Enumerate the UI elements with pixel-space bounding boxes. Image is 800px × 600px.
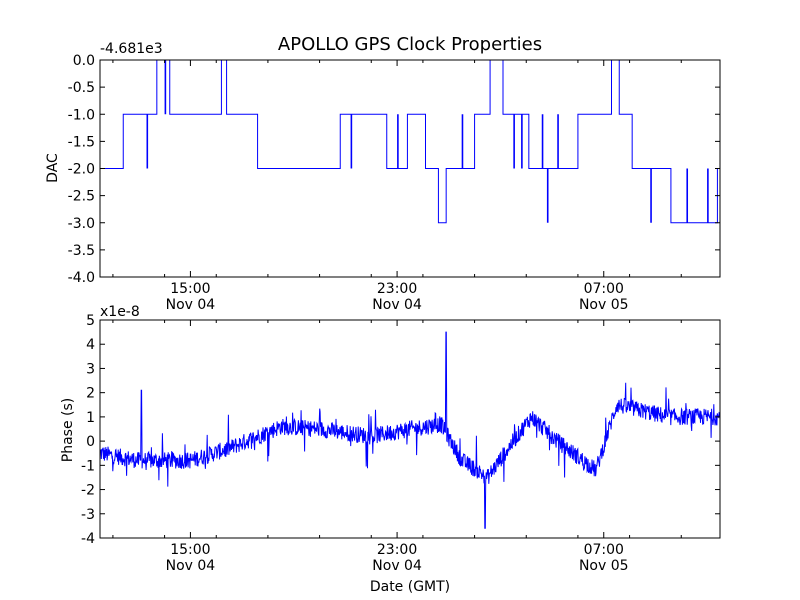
phase-plot-frame [99,319,721,539]
dac-y-axis-label: DAC [45,153,61,183]
y-tick-label: -4.0 [68,270,95,286]
dac-toggle [686,168,689,223]
x-tick-time-label: 07:00 [584,281,624,297]
x-tick-time-label: 07:00 [584,542,624,558]
x-tick-date-label: Nov 05 [579,297,629,313]
y-tick-label: -3.0 [68,216,95,232]
x-tick-date-label: Nov 04 [166,558,216,574]
dac-offset-label: -4.681e3 [100,41,163,57]
dac-toggle [164,60,167,115]
y-tick-label: -2.0 [68,162,95,178]
dac-plot-frame [99,59,721,278]
phase-x-axis-label: Date (GMT) [370,579,450,595]
dac-series [100,60,720,224]
dac-ticks: 0.0 -0.5 -1.0 -1.5 -2.0 -2.5 -3.0 -3.5 -4.0 15:00… [68,53,720,313]
x-tick-time-label: 23:00 [377,281,417,297]
phase-offset-label: x1e-8 [100,304,140,320]
dac-toggle [707,168,709,223]
dac-toggle [541,114,544,169]
y-tick-label: -1 [81,458,95,474]
dac-panel: APOLLO GPS Clock Properties -4.681e3 DAC… [45,34,721,313]
y-tick-label: -1.0 [68,107,95,123]
dac-toggle [557,114,559,169]
x-tick-time-label: 15:00 [170,281,210,297]
y-tick-label: 4 [86,337,95,353]
dac-toggle [513,114,515,169]
x-tick-time-label: 23:00 [377,542,417,558]
y-tick-label: -3.5 [68,243,95,259]
x-tick-date-label: Nov 04 [166,297,216,313]
dac-toggle [146,114,149,169]
dac-step-line [100,60,720,224]
y-tick-label: 2 [86,386,95,402]
phase-y-axis-label: Phase (s) [60,398,76,462]
y-tick-label: 1 [86,410,95,426]
y-tick-label: -4 [81,531,95,547]
y-tick-label: 0 [86,434,95,450]
dac-toggle [521,114,523,169]
x-tick-date-label: Nov 05 [579,558,629,574]
phase-line [100,331,720,529]
x-tick-time-label: 15:00 [170,542,210,558]
dac-toggle [546,168,549,223]
phase-series [100,331,720,529]
y-tick-label: -2 [81,483,95,499]
y-tick-label: 3 [86,361,95,377]
y-tick-label: 5 [86,313,95,329]
y-tick-label: -3 [81,507,95,523]
dac-toggle [650,168,652,223]
dac-toggle [461,114,464,169]
y-tick-label: -0.5 [68,80,95,96]
dac-toggle [350,114,353,169]
x-tick-date-label: Nov 04 [372,297,422,313]
chart-title: APOLLO GPS Clock Properties [278,34,542,55]
x-tick-date-label: Nov 04 [372,558,422,574]
y-tick-label: -2.5 [68,189,95,205]
y-tick-label: 0.0 [73,53,95,69]
dac-toggle [397,114,399,169]
phase-panel: x1e-8 Phase (s) Date (GMT) 5 4 3 2 1 0 -1 -2 -3 -… [60,304,721,595]
y-tick-label: -1.5 [68,134,95,150]
